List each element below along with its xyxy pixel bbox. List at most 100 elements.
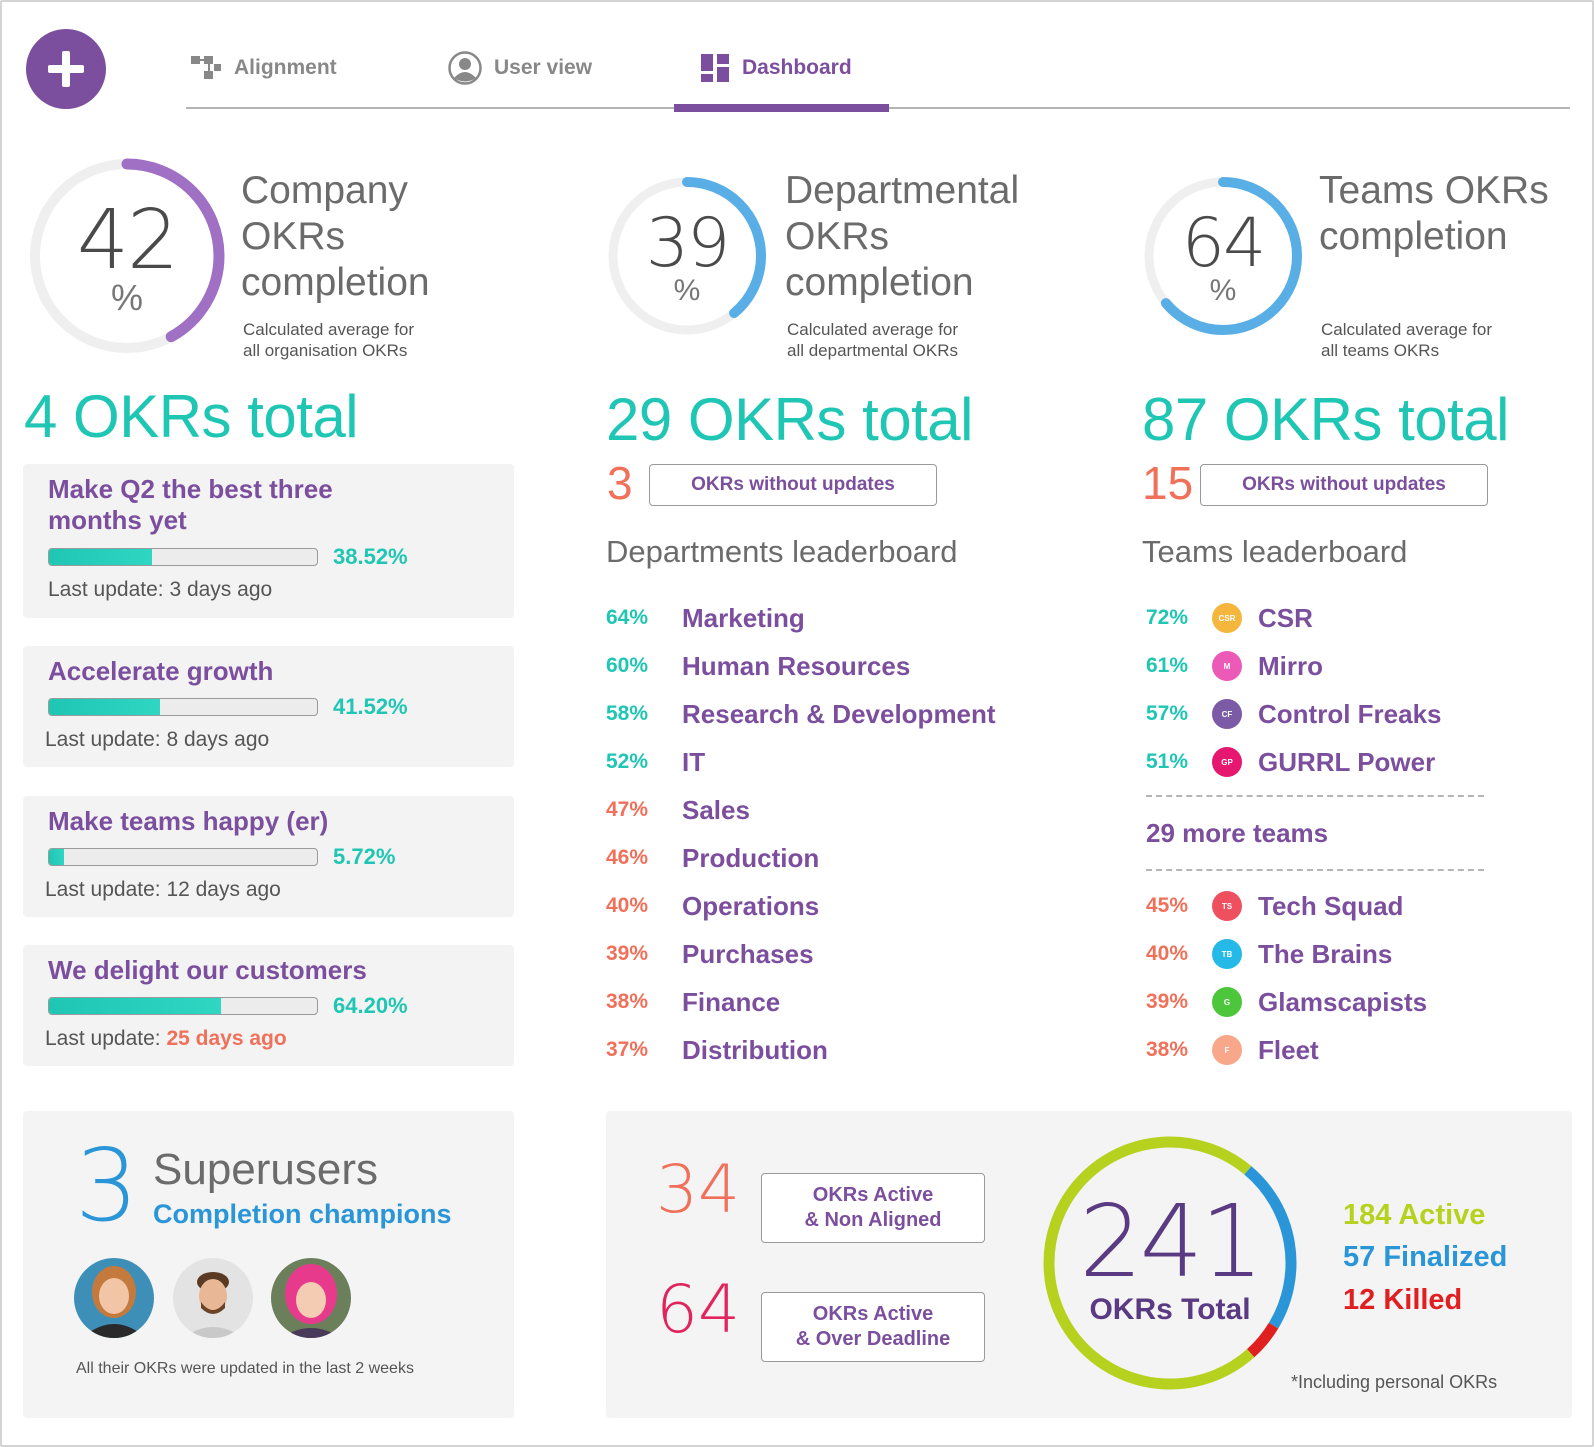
user-icon	[448, 51, 482, 85]
tab-dashboard[interactable]: Dashboard	[700, 50, 852, 86]
more-teams-link[interactable]: 29 more teams	[1146, 818, 1329, 848]
okr-progress-value: 38.52%	[333, 544, 408, 569]
team-row[interactable]: 51% GP GURRL Power	[1146, 747, 1435, 777]
teams-subtitle: Calculated average for all teams OKRs	[1321, 319, 1492, 361]
team-percent: 39%	[1146, 990, 1189, 1013]
tab-alignment-label: Alignment	[234, 56, 337, 79]
tab-user-view-label: User view	[494, 56, 593, 79]
team-name: Glamscapists	[1258, 986, 1428, 1017]
okr-title: Make teams happy (er)	[48, 806, 329, 836]
department-name: Purchases	[682, 938, 814, 969]
department-row[interactable]: 46% Production	[606, 843, 819, 873]
total-okrs-count: 241	[1079, 1183, 1264, 1300]
teams-divider-top	[1146, 795, 1484, 797]
okr-last-update: Last update: 12 days ago	[45, 878, 281, 902]
department-row[interactable]: 40% Operations	[606, 891, 819, 921]
over-deadline-count: 64	[656, 1271, 740, 1348]
okr-title: Make Q2 the best three months yet	[48, 474, 333, 535]
personal-okrs-note: *Including personal OKRs	[1291, 1372, 1498, 1392]
killed-ring-segment	[1043, 1136, 1297, 1390]
team-avatar: CF	[1212, 699, 1242, 729]
company-subtitle-line-2: all organisation OKRs	[243, 341, 408, 360]
team-percent: 57%	[1146, 702, 1189, 725]
department-name: Research & Development	[682, 698, 996, 729]
team-avatar: TB	[1212, 939, 1242, 969]
team-row[interactable]: 40% TB The Brains	[1146, 939, 1392, 969]
department-percent: 40%	[606, 894, 649, 917]
team-name: Fleet	[1258, 1034, 1319, 1065]
team-name: Tech Squad	[1258, 890, 1404, 921]
team-row[interactable]: 57% CF Control Freaks	[1146, 699, 1442, 729]
okr-progress-fill	[49, 849, 65, 865]
team-name: The Brains	[1258, 938, 1393, 969]
non-aligned-button[interactable]: OKRs Active & Non Aligned	[761, 1173, 985, 1243]
teams-okrs-total: 87 OKRs total	[1142, 386, 1510, 453]
tab-alignment[interactable]: Alignment	[190, 50, 337, 86]
department-row[interactable]: 64% Marketing	[606, 603, 805, 633]
team-percent: 61%	[1146, 654, 1189, 677]
okr-progress-bar	[48, 548, 318, 566]
department-row[interactable]: 60% Human Resources	[606, 651, 910, 681]
company-okrs-total: 4 OKRs total	[24, 383, 359, 450]
superusers-count: 3	[75, 1127, 139, 1244]
tab-user-view[interactable]: User view	[448, 50, 592, 86]
team-row[interactable]: 45% TS Tech Squad	[1146, 891, 1403, 921]
team-row[interactable]: 72% CSR CSR	[1146, 603, 1313, 633]
team-row[interactable]: 38% F Fleet	[1146, 1035, 1319, 1065]
okr-progress-bar	[48, 698, 318, 716]
department-row[interactable]: 38% Finance	[606, 987, 780, 1017]
department-row[interactable]: 58% Research & Development	[606, 699, 996, 729]
active-legend: 184 Active	[1343, 1199, 1486, 1231]
department-name: Finance	[682, 986, 781, 1017]
departmental-title: Departmental OKRs completion	[785, 169, 1020, 304]
departmental-subtitle: Calculated average for all departmental …	[787, 319, 958, 361]
okr-last-update-age-overdue: 25 days ago	[166, 1027, 287, 1050]
team-name: GURRL Power	[1258, 746, 1436, 777]
team-row[interactable]: 39% G Glamscapists	[1146, 987, 1427, 1017]
department-row[interactable]: 39% Purchases	[606, 939, 814, 969]
departmental-without-updates-button[interactable]: OKRs without updates	[649, 464, 937, 506]
avatar[interactable]	[74, 1258, 154, 1338]
departmental-subtitle-line-2: all departmental OKRs	[787, 341, 959, 360]
okr-last-update: Last update: 8 days ago	[45, 728, 269, 752]
team-percent: 72%	[1146, 606, 1189, 629]
okr-card[interactable]: Make Q2 the best three months yet 38.52%…	[23, 464, 514, 618]
departmental-without-updates-count: 3	[607, 457, 633, 509]
okr-card[interactable]: Make teams happy (er) 5.72% Last update:…	[23, 796, 514, 917]
team-row[interactable]: 61% M Mirro	[1146, 651, 1323, 681]
department-row[interactable]: 37% Distribution	[606, 1035, 828, 1065]
department-row[interactable]: 52% IT	[606, 747, 705, 777]
over-deadline-button[interactable]: OKRs Active & Over Deadline	[761, 1292, 985, 1362]
superusers-subtitle: Completion champions	[153, 1199, 452, 1229]
plus-icon	[48, 51, 84, 87]
avatar[interactable]	[271, 1258, 351, 1338]
totals-panel: 34 OKRs Active & Non Aligned 64 OKRs Act…	[606, 1111, 1572, 1418]
teams-leaderboard-title: Teams leaderboard	[1142, 534, 1408, 569]
departmental-completion-gauge: 39 %	[605, 174, 769, 338]
department-row[interactable]: 47% Sales	[606, 795, 750, 825]
departmental-okrs-total: 29 OKRs total	[606, 386, 974, 453]
department-percent: 47%	[606, 798, 649, 821]
departmental-subtitle-line-1: Calculated average for	[787, 320, 959, 339]
alignment-icon	[191, 56, 221, 79]
okr-card[interactable]: Accelerate growth 41.52% Last update: 8 …	[23, 646, 514, 767]
teams-without-updates-button[interactable]: OKRs without updates	[1200, 464, 1488, 506]
over-deadline-label-line-1: OKRs Active	[812, 1303, 934, 1325]
team-percent: 38%	[1146, 1038, 1189, 1061]
finalized-ring-segment	[1043, 1136, 1297, 1390]
okr-progress-bar	[48, 848, 318, 866]
add-button[interactable]	[26, 29, 106, 109]
okr-progress-value: 64.20%	[333, 993, 408, 1018]
okr-last-update-age: 8 days ago	[166, 728, 270, 751]
avatar[interactable]	[173, 1258, 253, 1338]
teams-subtitle-line-1: Calculated average for	[1321, 320, 1493, 339]
okr-progress-fill	[49, 998, 222, 1014]
active-tab-indicator	[674, 104, 889, 112]
company-title: Company OKRs completion	[241, 169, 430, 304]
okr-card[interactable]: We delight our customers 64.20% Last upd…	[23, 945, 514, 1066]
company-completion-gauge: 42 %	[24, 153, 230, 359]
total-okrs-ring: 241 OKRs Total	[1040, 1133, 1300, 1393]
tab-dashboard-label: Dashboard	[742, 56, 852, 79]
okr-last-update: Last update: 25 days ago	[45, 1027, 287, 1051]
okr-last-update: Last update: 3 days ago	[48, 578, 272, 602]
